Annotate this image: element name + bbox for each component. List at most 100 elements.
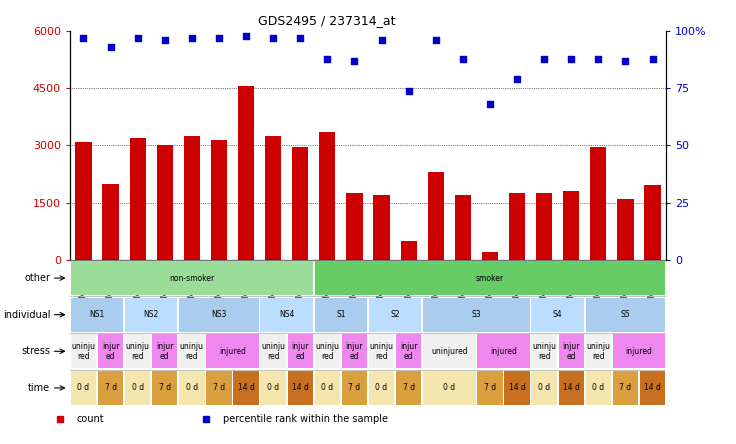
Text: uninju
red: uninju red	[261, 342, 285, 361]
Bar	[347, 193, 363, 260]
Text: 14 d: 14 d	[644, 384, 661, 392]
Point	[592, 55, 604, 62]
Text: 7 d: 7 d	[348, 384, 361, 392]
Point	[620, 57, 631, 64]
Text: injur
ed: injur ed	[291, 342, 309, 361]
Bar	[559, 334, 584, 368]
Bar	[292, 147, 308, 260]
Bar	[71, 334, 96, 368]
Bar	[125, 298, 177, 332]
Bar	[531, 371, 557, 405]
Bar	[563, 191, 579, 260]
Bar	[400, 241, 417, 260]
Text: NS3: NS3	[211, 310, 227, 319]
Text: uninju
red: uninju red	[369, 342, 394, 361]
Text: injur
ed: injur ed	[400, 342, 417, 361]
Text: 0 d: 0 d	[77, 384, 90, 392]
Bar	[184, 136, 200, 260]
Bar	[509, 193, 526, 260]
Bar	[396, 334, 422, 368]
Point	[538, 55, 550, 62]
Text: 14 d: 14 d	[509, 384, 526, 392]
Bar	[482, 252, 498, 260]
Text: 7 d: 7 d	[620, 384, 631, 392]
Bar	[125, 371, 150, 405]
Bar	[206, 371, 232, 405]
Text: injured: injured	[490, 347, 517, 356]
Text: count: count	[77, 414, 105, 424]
Bar	[314, 261, 665, 295]
Text: uninju
red: uninju red	[587, 342, 610, 361]
Bar	[531, 298, 584, 332]
Text: 0 d: 0 d	[322, 384, 333, 392]
Point	[512, 75, 523, 83]
Text: injured: injured	[626, 347, 652, 356]
Text: uninju
red: uninju red	[315, 342, 339, 361]
Text: stress: stress	[21, 346, 50, 357]
Text: 14 d: 14 d	[291, 384, 308, 392]
Text: injured: injured	[219, 347, 246, 356]
Text: S4: S4	[553, 310, 562, 319]
Bar	[314, 334, 340, 368]
Bar	[288, 334, 313, 368]
Bar	[152, 334, 177, 368]
Bar	[261, 334, 286, 368]
Bar	[98, 371, 124, 405]
Bar	[477, 371, 503, 405]
Text: 7 d: 7 d	[213, 384, 225, 392]
Bar	[423, 334, 475, 368]
Bar	[586, 298, 665, 332]
Bar	[261, 371, 286, 405]
Bar	[98, 334, 124, 368]
Point	[484, 101, 496, 108]
Bar	[455, 195, 471, 260]
Text: uninju
red: uninju red	[180, 342, 204, 361]
Bar	[157, 145, 173, 260]
Bar	[423, 298, 530, 332]
Text: smoker: smoker	[476, 274, 504, 282]
Bar	[342, 334, 367, 368]
Bar	[314, 298, 367, 332]
Bar	[71, 371, 96, 405]
Text: NS1: NS1	[89, 310, 105, 319]
Text: uninju
red: uninju red	[532, 342, 556, 361]
Bar	[206, 334, 259, 368]
Point	[322, 55, 333, 62]
Point	[430, 37, 442, 44]
Bar	[590, 147, 606, 260]
Point	[267, 34, 279, 41]
Text: GDS2495 / 237314_at: GDS2495 / 237314_at	[258, 14, 395, 27]
Text: NS4: NS4	[279, 310, 294, 319]
Text: 0 d: 0 d	[267, 384, 279, 392]
Bar	[179, 371, 205, 405]
Text: injur
ed: injur ed	[562, 342, 580, 361]
Text: 0 d: 0 d	[375, 384, 388, 392]
Point	[457, 55, 469, 62]
Text: 14 d: 14 d	[238, 384, 255, 392]
Bar	[612, 334, 665, 368]
Bar	[261, 298, 313, 332]
Bar	[179, 298, 259, 332]
Text: S3: S3	[472, 310, 481, 319]
Bar	[71, 261, 313, 295]
Text: 7 d: 7 d	[403, 384, 414, 392]
Text: injur
ed: injur ed	[102, 342, 119, 361]
Text: other: other	[24, 273, 50, 283]
Bar	[342, 371, 367, 405]
Text: 0 d: 0 d	[538, 384, 551, 392]
Bar	[71, 298, 124, 332]
Bar	[396, 371, 422, 405]
Text: S5: S5	[620, 310, 630, 319]
Text: uninju
red: uninju red	[126, 342, 149, 361]
Bar	[314, 371, 340, 405]
Text: S2: S2	[390, 310, 400, 319]
Bar	[423, 371, 475, 405]
Text: individual: individual	[3, 309, 50, 320]
Point	[565, 55, 577, 62]
Text: uninju
red: uninju red	[71, 342, 96, 361]
Bar	[559, 371, 584, 405]
Bar	[130, 138, 146, 260]
Point	[132, 34, 144, 41]
Bar	[373, 195, 389, 260]
Bar	[125, 334, 150, 368]
